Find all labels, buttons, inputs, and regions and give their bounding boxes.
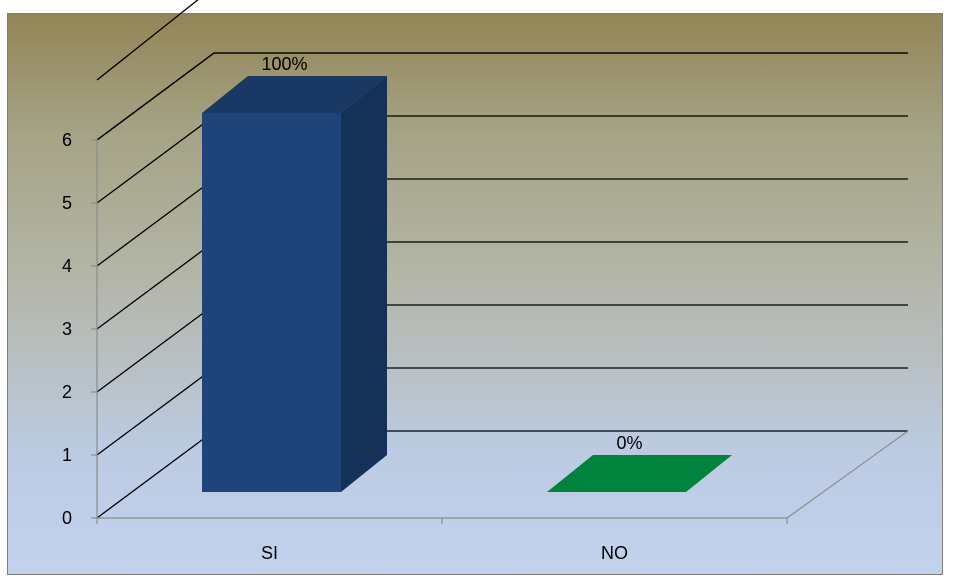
- gridline-diagonal: [96, 115, 215, 204]
- data-label: 0%: [616, 433, 642, 453]
- bar-side: [341, 76, 387, 492]
- x-tick-label: SI: [261, 543, 278, 563]
- floor-edge-right: [786, 430, 909, 519]
- gridline-diagonal: [96, 52, 215, 141]
- bar-flat: [547, 455, 732, 492]
- gridline-diagonal: [96, 304, 215, 393]
- labels: 0 1 2 3 4 5 6 SI NO 100% 0%: [62, 54, 643, 563]
- bar-top: [202, 76, 387, 113]
- bars: [202, 76, 732, 492]
- x-tick-label: NO: [601, 543, 628, 563]
- y-tick-label: 5: [62, 193, 72, 213]
- chart-area: [7, 13, 943, 575]
- y-tick-label: 3: [62, 319, 72, 339]
- bar-front: [202, 113, 341, 492]
- y-tick-label: 1: [62, 445, 72, 465]
- gridline-diagonal: [96, 367, 215, 456]
- floor-edge-left: [96, 430, 215, 519]
- y-tick-label: 4: [62, 256, 72, 276]
- gridline-diagonal: [96, 0, 199, 81]
- axes: [91, 138, 788, 524]
- gridline-diagonal: [96, 241, 215, 330]
- y-tick-label: 0: [62, 508, 72, 528]
- gridline-diagonal: [96, 178, 215, 267]
- data-label: 100%: [261, 54, 307, 74]
- y-tick-label: 6: [62, 130, 72, 150]
- y-tick-label: 2: [62, 382, 72, 402]
